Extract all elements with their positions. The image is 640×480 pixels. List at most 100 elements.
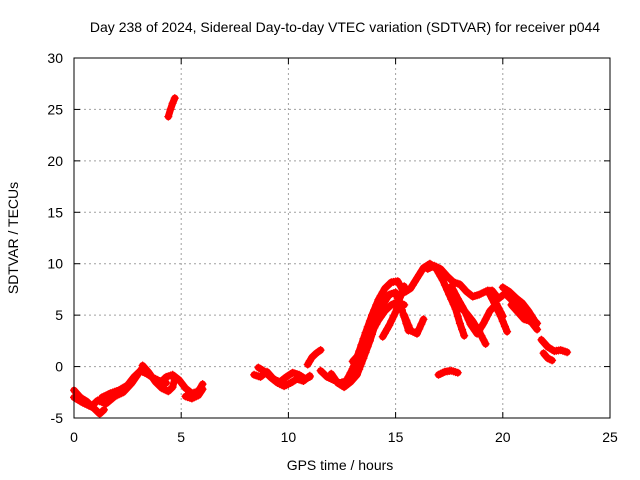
x-tick-label: 10 [281, 429, 297, 445]
data-point-marker [413, 329, 421, 338]
data-point-marker [391, 308, 400, 317]
data-point-marker [404, 321, 413, 330]
data-point-marker [346, 368, 355, 377]
data-point-marker [348, 364, 357, 373]
x-tick-label: 0 [70, 429, 78, 445]
y-tick-label: 20 [47, 153, 63, 169]
data-point-marker [419, 315, 428, 324]
data-point-marker [198, 385, 207, 394]
data-point-marker [477, 331, 486, 340]
y-tick-label: 0 [55, 359, 63, 375]
data-point-marker [400, 311, 409, 320]
data-point-marker [483, 286, 492, 295]
data-point-marker [451, 290, 460, 299]
data-point-marker [357, 359, 366, 368]
data-point-marker [400, 282, 409, 291]
data-point-marker [492, 303, 501, 312]
chart-title: Day 238 of 2024, Sidereal Day-to-day VTE… [90, 19, 600, 35]
data-point-marker [385, 321, 394, 330]
data-point-marker [305, 371, 314, 380]
data-point-marker [398, 288, 406, 296]
data-point-marker [417, 320, 426, 329]
data-traces [70, 94, 572, 418]
data-point-marker [563, 348, 572, 357]
data-point-marker [168, 383, 177, 392]
series-band [484, 287, 511, 336]
data-point-marker [100, 405, 108, 414]
series-band [164, 94, 179, 121]
y-tick-label: -5 [51, 410, 64, 426]
series-track-24 [539, 349, 557, 365]
x-tick-label: 20 [495, 429, 511, 445]
series-track-19 [483, 286, 512, 336]
data-point-marker [490, 298, 499, 307]
data-point-marker [496, 312, 505, 321]
data-point-marker [460, 331, 469, 340]
data-point-marker [488, 294, 497, 303]
data-point-marker [393, 300, 402, 309]
data-point-marker [485, 290, 494, 299]
series-track-15 [400, 311, 428, 338]
data-point-marker [368, 311, 376, 320]
data-point-marker [481, 315, 490, 324]
series-track-6 [181, 385, 207, 403]
data-point-marker [449, 286, 458, 295]
data-point-marker [447, 282, 456, 291]
series-track-21 [507, 300, 542, 334]
data-point-marker [453, 312, 462, 321]
data-point-marker [316, 346, 325, 355]
data-point-marker [166, 105, 175, 114]
data-point-marker [170, 94, 179, 103]
data-point-marker [389, 312, 398, 321]
data-point-marker [415, 324, 424, 333]
data-point-marker [533, 325, 542, 334]
series-track-23 [537, 335, 572, 357]
series-track-14 [378, 282, 409, 341]
y-tick-label: 30 [47, 50, 63, 66]
data-point-marker [458, 325, 467, 334]
data-point-marker [453, 368, 462, 377]
series-track-10 [303, 346, 325, 369]
series-band [499, 283, 539, 325]
data-point-marker [387, 317, 396, 325]
y-axis-label: SDTVAR / TECUs [5, 182, 21, 294]
series-track-22 [434, 366, 462, 379]
data-point-marker [494, 307, 503, 316]
data-point-marker [447, 295, 456, 304]
y-tick-label: 25 [47, 101, 63, 117]
plot-frame [73, 57, 611, 419]
data-point-marker [395, 293, 404, 302]
data-point-marker [363, 322, 372, 331]
data-point-marker [164, 112, 173, 121]
data-point-marker [481, 339, 490, 348]
y-tick-label: 5 [55, 307, 63, 323]
data-point-marker [503, 327, 512, 336]
data-point-marker [475, 327, 484, 336]
series-track-9 [254, 363, 314, 391]
data-point-marker [479, 319, 488, 328]
data-point-marker [479, 335, 488, 344]
series-track-4 [138, 361, 179, 396]
series-track-7 [164, 94, 179, 121]
data-point-marker [402, 316, 411, 325]
series-track-18 [455, 302, 490, 348]
series-track-2 [70, 363, 147, 411]
data-point-marker [548, 356, 557, 365]
data-point-marker [355, 365, 364, 374]
data-point-marker [449, 300, 458, 309]
axis-tick-labels: 0 5 10 15 20 25 -5 0 5 10 15 20 25 30 [47, 50, 618, 445]
data-point-marker [359, 354, 368, 363]
axis-ticks [73, 57, 611, 419]
x-tick-label: 5 [177, 429, 185, 445]
data-point-marker [455, 319, 464, 328]
grid-lines [74, 58, 610, 418]
data-point-marker [438, 276, 447, 285]
x-axis-label: GPS time / hours [287, 457, 394, 473]
data-point-marker [168, 99, 177, 108]
data-point-marker [353, 370, 361, 379]
series-track-20 [498, 283, 539, 326]
x-tick-label: 25 [602, 429, 618, 445]
data-point-marker [440, 281, 449, 289]
y-tick-label: 10 [47, 256, 63, 272]
